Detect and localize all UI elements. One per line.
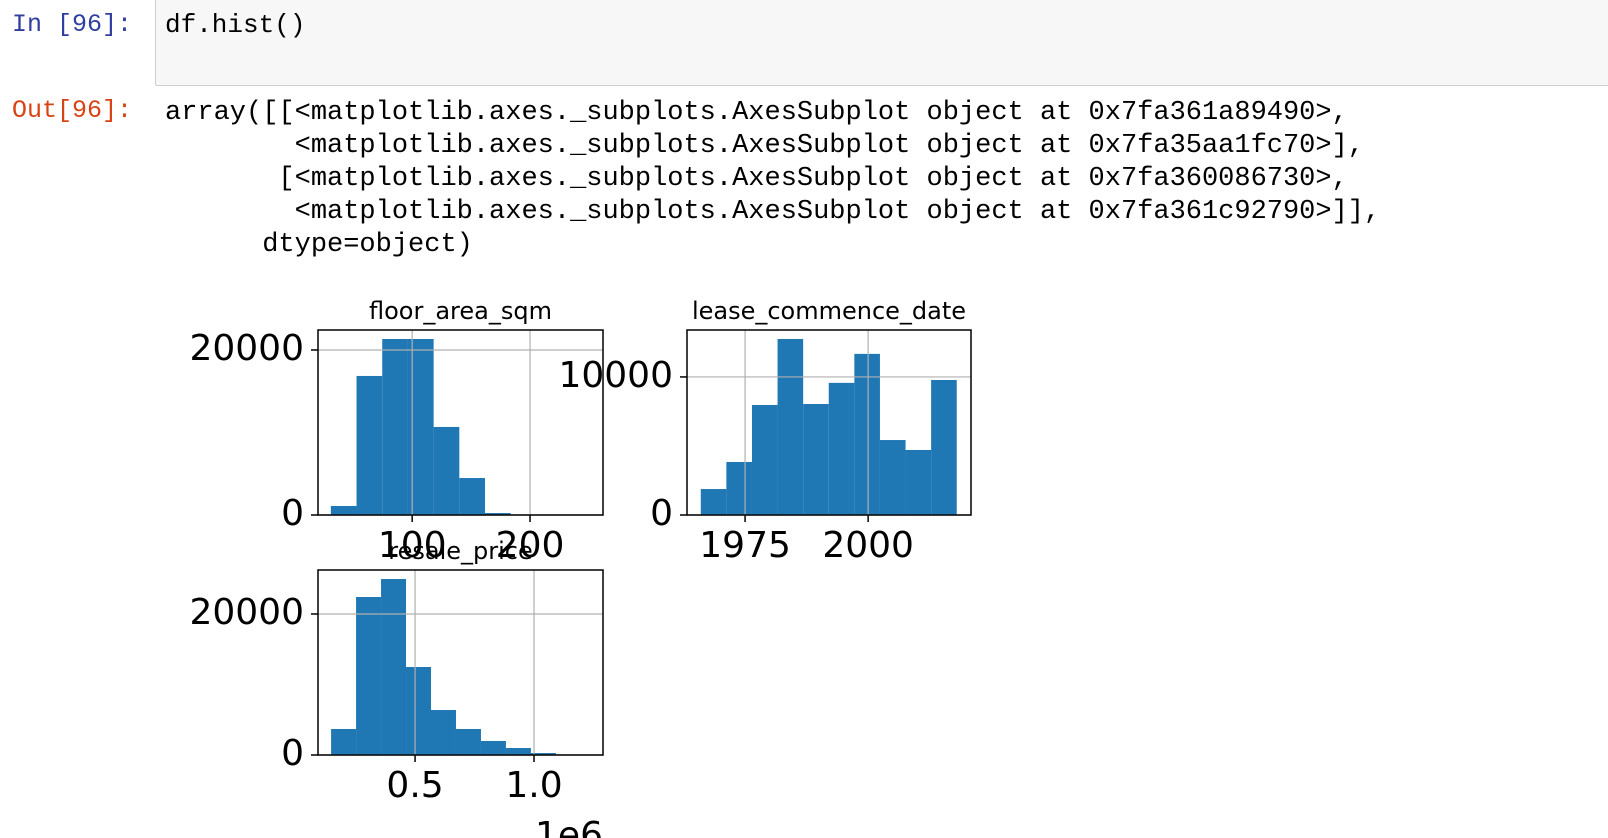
histogram-bar (330, 506, 357, 515)
histogram-bar (905, 449, 932, 515)
y-tick-label: 0 (281, 733, 304, 774)
y-tick-label: 0 (281, 493, 304, 534)
histogram-bar (530, 753, 556, 755)
histogram-bar (879, 440, 906, 515)
histogram-bar (480, 740, 506, 755)
histogram-bar (485, 513, 511, 515)
output-line: <matplotlib.axes._subplots.AxesSubplot o… (165, 131, 1364, 161)
subplot-title: floor_area_sqm (369, 297, 552, 325)
y-tick-label: 0 (650, 493, 673, 534)
x-offset-label: 1e6 (535, 815, 603, 838)
x-tick-label: 1.0 (505, 765, 562, 806)
x-tick-label: 100 (378, 525, 447, 566)
histogram-bar (381, 579, 407, 755)
histogram-bar (356, 597, 382, 755)
x-tick-label: 2000 (822, 525, 914, 566)
output-prompt: Out[96]: (12, 96, 133, 125)
y-tick-label: 20000 (189, 592, 304, 633)
x-tick-label: 0.5 (386, 765, 443, 806)
histogram-bar (854, 353, 880, 515)
histogram-bar (700, 489, 727, 515)
histogram-bar (406, 667, 432, 755)
histogram-bar (356, 375, 383, 515)
subplot-title: lease_commence_date (692, 297, 966, 325)
output-line: dtype=object) (165, 230, 473, 260)
output-line: array([[<matplotlib.axes._subplots.AxesS… (165, 98, 1348, 128)
input-prompt: In [96]: (12, 10, 133, 39)
histogram-bar (431, 710, 456, 755)
histogram-bar (382, 338, 408, 515)
histogram-bar (751, 404, 778, 515)
histogram-bar (455, 728, 481, 755)
x-tick-label: 1975 (699, 525, 791, 566)
axes-frame (686, 329, 972, 516)
histogram-bar (331, 728, 357, 755)
histogram-bar (726, 461, 752, 515)
output-line: <matplotlib.axes._subplots.AxesSubplot o… (165, 197, 1381, 227)
y-tick-label: 20000 (189, 328, 304, 369)
axes-frame (317, 329, 604, 516)
histogram-bar (459, 478, 486, 515)
histogram-bar (433, 426, 460, 515)
output-line: [<matplotlib.axes._subplots.AxesSubplot … (165, 164, 1348, 194)
histogram-bar (777, 338, 804, 515)
y-tick-label: 10000 (558, 355, 673, 396)
code[interactable]: df.hist() (165, 10, 306, 40)
histogram-bar (828, 382, 855, 515)
histogram-bar (803, 404, 829, 515)
axes-frame (317, 569, 604, 756)
subplot-title: resale_price (388, 537, 532, 565)
x-tick-label: 200 (496, 525, 565, 566)
histogram-bar (931, 379, 957, 515)
output-text: array([[<matplotlib.axes._subplots.AxesS… (165, 97, 1380, 262)
code-cell[interactable] (155, 0, 1608, 86)
histogram-bar (505, 748, 531, 755)
